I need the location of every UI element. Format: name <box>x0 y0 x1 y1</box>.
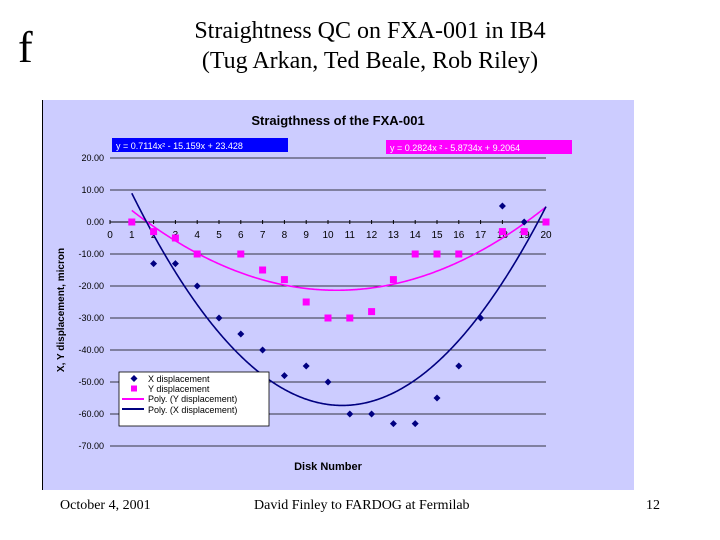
x-displacement-point <box>520 218 528 226</box>
x-tick-label: 11 <box>345 230 356 241</box>
legend-y-marker <box>131 385 137 392</box>
x-fit-equation-box <box>112 138 288 152</box>
legend-x-marker <box>130 375 138 382</box>
y-displacement-point <box>520 228 528 236</box>
y-displacement-point <box>368 308 376 316</box>
x-displacement-point <box>193 282 201 290</box>
legend-y-displacement: Y displacement <box>148 384 210 394</box>
x-tick-label: 19 <box>519 230 531 241</box>
legend-poly-y: Poly. (Y displacement) <box>148 394 237 404</box>
x-tick-label: 12 <box>366 230 378 241</box>
x-displacement-point <box>368 410 376 418</box>
slide-title: Straightness QC on FXA-001 in IB4 (Tug A… <box>110 16 630 76</box>
x-displacement-point <box>346 410 354 418</box>
x-displacement-point <box>171 260 179 268</box>
y-tick-label: -40.00 <box>78 345 104 355</box>
y-tick-label: -60.00 <box>78 409 104 419</box>
y-tick-label: -20.00 <box>78 281 104 291</box>
y-displacement-point <box>346 314 354 322</box>
y-displacement-point <box>259 266 267 274</box>
x-tick-label: 4 <box>194 230 200 241</box>
y-fit-equation: y = 0.2824x ² - 5.8734x + 9.2064 <box>390 143 520 153</box>
y-tick-label: 10.00 <box>81 185 104 195</box>
x-tick-label: 0 <box>107 230 113 241</box>
y-tick-label: 20.00 <box>81 153 104 163</box>
y-axis-label: X, Y displacement, micron <box>56 248 67 372</box>
x-tick-label: 8 <box>282 230 288 241</box>
y-displacement-point <box>433 250 441 258</box>
legend-poly-x: Poly. (X displacement) <box>148 405 237 415</box>
y-displacement-point <box>302 298 310 306</box>
x-displacement-point <box>280 372 288 380</box>
x-tick-label: 17 <box>475 230 487 241</box>
chart-container: Straigthness of the FXA-001 Disk Number … <box>42 100 634 490</box>
chart-legend: X displacement Y displacement Poly. (Y d… <box>118 371 270 427</box>
legend-x-displacement: X displacement <box>148 374 210 384</box>
straightness-chart: Straigthness of the FXA-001 Disk Number … <box>42 100 634 490</box>
x-tick-label: 20 <box>540 230 552 241</box>
y-displacement-point <box>455 250 463 258</box>
y-displacement-point <box>389 276 397 284</box>
y-displacement-point <box>411 250 419 258</box>
x-tick-label: 1 <box>129 230 135 241</box>
x-tick-label: 10 <box>322 230 334 241</box>
x-fit-equation: y = 0.7114x² - 15.159x + 23.428 <box>116 141 243 151</box>
x-displacement-point <box>302 362 310 370</box>
y-tick-label: -30.00 <box>78 313 104 323</box>
y-displacement-point <box>171 234 179 242</box>
x-tick-label: 9 <box>303 230 309 241</box>
chart-background <box>42 100 634 490</box>
x-displacement-point <box>498 202 506 210</box>
x-displacement-point <box>215 314 223 322</box>
y-displacement-point <box>324 314 332 322</box>
chart-title: Straigthness of the FXA-001 <box>251 113 424 128</box>
x-displacement-point <box>237 330 245 338</box>
y-displacement-point <box>237 250 245 258</box>
y-fit-equation-box <box>386 140 572 154</box>
y-tick-label: 0.00 <box>86 217 104 227</box>
y-displacement-point <box>542 218 550 226</box>
x-tick-label: 13 <box>388 230 400 241</box>
slide-title-line-2: (Tug Arkan, Ted Beale, Rob Riley) <box>201 48 539 74</box>
y-tick-label: -70.00 <box>78 441 104 451</box>
y-displacement-point <box>193 250 201 258</box>
footer-date: October 4, 2001 <box>60 498 151 513</box>
footer-presenter: David Finley to FARDOG at Fermilab <box>254 498 470 513</box>
y-tick-label: -50.00 <box>78 377 104 387</box>
x-displacement-point <box>455 362 463 370</box>
x-displacement-point <box>411 420 419 428</box>
x-displacement-point <box>150 260 158 268</box>
y-displacement-point <box>150 228 158 236</box>
page-number: 12 <box>646 498 660 513</box>
x-displacement-point <box>389 420 397 428</box>
y-displacement-point <box>280 276 288 284</box>
y-displacement-point <box>498 228 506 236</box>
x-tick-label: 16 <box>453 230 465 241</box>
x-tick-label: 15 <box>431 230 443 241</box>
x-axis-label: Disk Number <box>294 461 363 473</box>
y-displacement-point <box>128 218 136 226</box>
poly-x-fit-line <box>131 192 547 407</box>
x-tick-label: 6 <box>238 230 244 241</box>
x-displacement-point <box>259 346 267 354</box>
fermilab-logo: f <box>18 23 33 72</box>
x-displacement-point <box>324 378 332 386</box>
poly-y-fit-line <box>131 206 547 292</box>
y-tick-label: -10.00 <box>78 249 104 259</box>
x-displacement-point <box>477 314 485 322</box>
x-displacement-point <box>433 394 441 402</box>
x-tick-label: 18 <box>497 230 509 241</box>
x-tick-label: 7 <box>260 230 266 241</box>
slide-title-line-1: Straightness QC on FXA-001 in IB4 <box>194 18 546 44</box>
x-tick-label: 5 <box>216 230 222 241</box>
x-tick-label: 14 <box>410 230 422 241</box>
